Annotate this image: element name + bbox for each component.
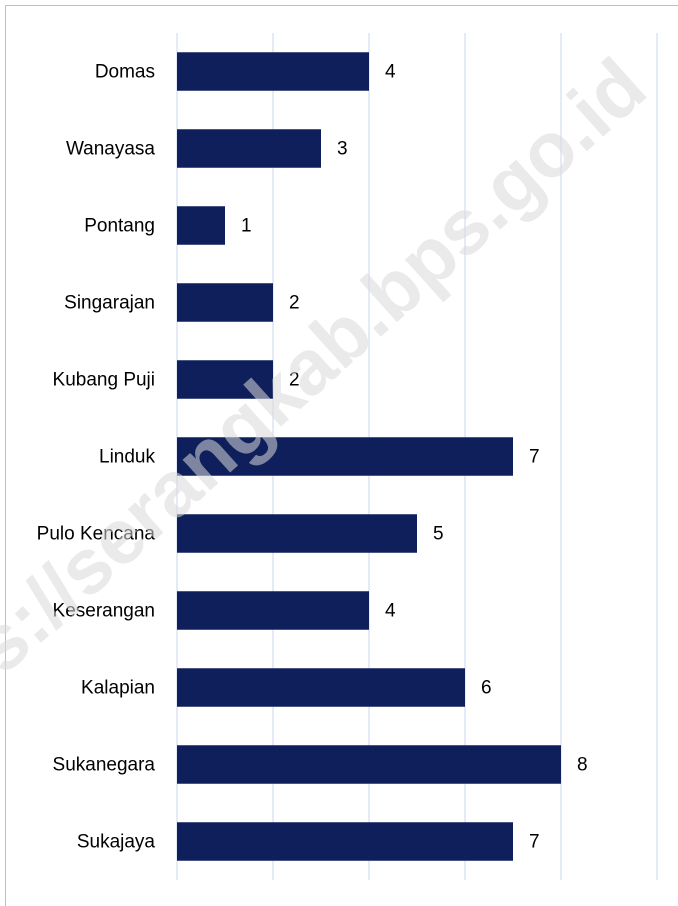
bar <box>177 437 513 476</box>
y-tick-label: Kalapian <box>81 678 155 699</box>
bar <box>177 360 273 399</box>
y-tick-label: Domas <box>95 62 155 83</box>
data-label: 7 <box>529 832 540 853</box>
plot: Domas 4 Wanayasa 3 Pontang 1 Singarajan 2 Kubang… <box>37 52 588 861</box>
y-tick-label: Singarajan <box>64 293 155 314</box>
bar <box>177 129 321 168</box>
data-label: 5 <box>433 524 444 545</box>
bar <box>177 206 225 245</box>
chart-frame <box>5 5 678 906</box>
y-tick-label: Pontang <box>84 216 155 237</box>
data-label: 7 <box>529 447 540 468</box>
data-label: 6 <box>481 678 492 699</box>
data-label: 4 <box>385 62 396 83</box>
y-tick-label: Sukanegara <box>53 755 156 776</box>
bar <box>177 668 465 707</box>
y-tick-label: Keserangan <box>53 601 155 622</box>
bar <box>177 283 273 322</box>
y-tick-label: Wanayasa <box>66 139 155 160</box>
y-tick-label: Kubang Puji <box>53 370 155 391</box>
data-label: 4 <box>385 601 396 622</box>
y-tick-label: Sukajaya <box>77 832 156 853</box>
bar <box>177 591 369 630</box>
bar <box>177 822 513 861</box>
bar <box>177 514 417 553</box>
data-label: 2 <box>289 293 300 314</box>
data-label: 8 <box>577 755 588 776</box>
y-tick-label: Linduk <box>99 447 155 468</box>
bar <box>177 52 369 91</box>
bar <box>177 745 561 784</box>
data-label: 2 <box>289 370 300 391</box>
y-tick-label: Pulo Kencana <box>37 524 156 545</box>
data-label: 1 <box>241 216 252 237</box>
data-label: 3 <box>337 139 348 160</box>
